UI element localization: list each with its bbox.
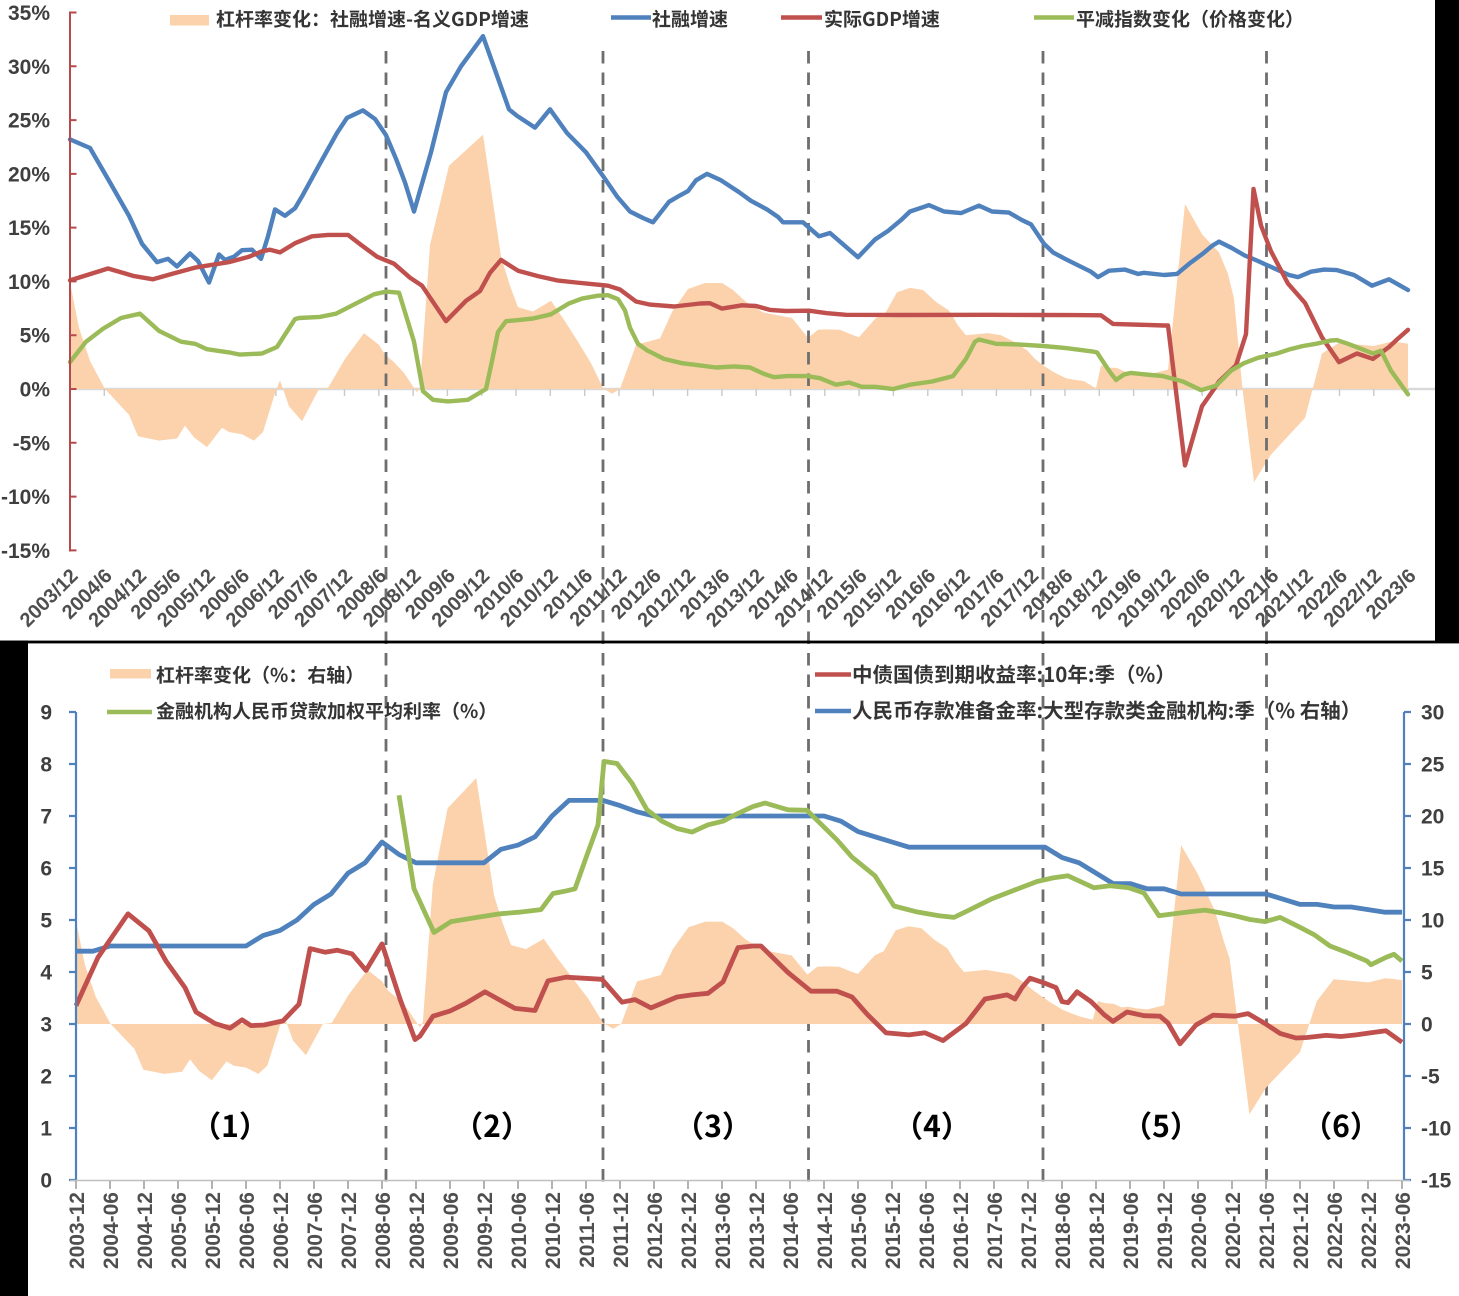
svg-text:2005-12: 2005-12 (202, 1192, 225, 1269)
svg-text:2008-06: 2008-06 (372, 1192, 395, 1269)
svg-text:6: 6 (40, 858, 52, 881)
svg-text:2013-12: 2013-12 (746, 1192, 769, 1269)
svg-text:2004-12: 2004-12 (134, 1192, 157, 1269)
svg-text:20: 20 (1421, 806, 1444, 829)
svg-text:0: 0 (40, 1170, 52, 1193)
svg-text:20%: 20% (8, 163, 50, 186)
svg-text:2021-12: 2021-12 (1290, 1192, 1313, 1269)
svg-text:5: 5 (40, 910, 52, 933)
svg-text:2008-12: 2008-12 (406, 1192, 429, 1269)
svg-text:30%: 30% (8, 56, 50, 79)
svg-text:2011-06: 2011-06 (576, 1192, 599, 1268)
svg-text:2: 2 (40, 1066, 52, 1089)
svg-text:0: 0 (1421, 1014, 1433, 1037)
svg-text:5: 5 (1421, 962, 1433, 985)
svg-text:2019-12: 2019-12 (1154, 1192, 1177, 1269)
svg-text:2009-12: 2009-12 (474, 1192, 497, 1269)
svg-text:7: 7 (40, 806, 52, 829)
svg-text:2022-06: 2022-06 (1324, 1192, 1347, 1269)
svg-text:2007-06: 2007-06 (304, 1192, 327, 1269)
svg-text:2020-06: 2020-06 (1188, 1192, 1211, 1269)
svg-text:2009-06: 2009-06 (440, 1192, 463, 1269)
svg-text:2019-06: 2019-06 (1120, 1192, 1143, 1269)
svg-text:1: 1 (40, 1118, 52, 1141)
svg-text:2015-12: 2015-12 (882, 1192, 905, 1269)
svg-text:30: 30 (1421, 702, 1444, 725)
svg-text:2016-12: 2016-12 (950, 1192, 973, 1269)
svg-text:3: 3 (40, 1014, 52, 1037)
svg-text:25%: 25% (8, 110, 50, 133)
svg-text:-10: -10 (1421, 1118, 1451, 1141)
svg-text:2017-12: 2017-12 (1018, 1192, 1041, 1269)
svg-text:2010-06: 2010-06 (508, 1192, 531, 1269)
svg-text:2011-12: 2011-12 (610, 1192, 633, 1268)
svg-text:2012-06: 2012-06 (644, 1192, 667, 1269)
svg-text:-5%: -5% (13, 432, 51, 455)
svg-text:2013-06: 2013-06 (712, 1192, 735, 1269)
svg-text:2012-12: 2012-12 (678, 1192, 701, 1269)
svg-text:4: 4 (40, 962, 52, 985)
svg-text:2017-06: 2017-06 (984, 1192, 1007, 1269)
svg-text:2014-12: 2014-12 (814, 1192, 837, 1269)
svg-text:8: 8 (40, 754, 52, 777)
svg-text:35%: 35% (8, 2, 50, 25)
svg-text:2020-12: 2020-12 (1222, 1192, 1245, 1269)
svg-text:2015-06: 2015-06 (848, 1192, 871, 1269)
svg-text:2006-12: 2006-12 (270, 1192, 293, 1269)
svg-text:9: 9 (40, 702, 52, 725)
svg-text:2021-06: 2021-06 (1256, 1192, 1279, 1269)
svg-text:10%: 10% (8, 271, 50, 294)
svg-text:5%: 5% (20, 325, 51, 348)
svg-text:2018-06: 2018-06 (1052, 1192, 1075, 1269)
svg-text:2004-06: 2004-06 (100, 1192, 123, 1269)
svg-text:10: 10 (1421, 910, 1444, 933)
svg-text:2014-06: 2014-06 (780, 1192, 803, 1269)
svg-text:2007-12: 2007-12 (338, 1192, 361, 1269)
svg-text:-5: -5 (1421, 1066, 1440, 1089)
svg-text:2018-12: 2018-12 (1086, 1192, 1109, 1269)
svg-text:2022-12: 2022-12 (1358, 1192, 1381, 1269)
svg-text:2016-06: 2016-06 (916, 1192, 939, 1269)
svg-text:15%: 15% (8, 217, 50, 240)
svg-text:0%: 0% (20, 379, 51, 402)
svg-text:-10%: -10% (1, 486, 50, 509)
svg-text:2006-06: 2006-06 (236, 1192, 259, 1269)
svg-text:-15: -15 (1421, 1170, 1452, 1193)
svg-text:2010-12: 2010-12 (542, 1192, 565, 1269)
svg-text:15: 15 (1421, 858, 1445, 881)
svg-text:2023-06: 2023-06 (1392, 1192, 1415, 1269)
svg-text:2003-12: 2003-12 (66, 1192, 89, 1269)
svg-text:2005-06: 2005-06 (168, 1192, 191, 1269)
svg-text:25: 25 (1421, 754, 1445, 777)
svg-text:-15%: -15% (1, 540, 50, 563)
